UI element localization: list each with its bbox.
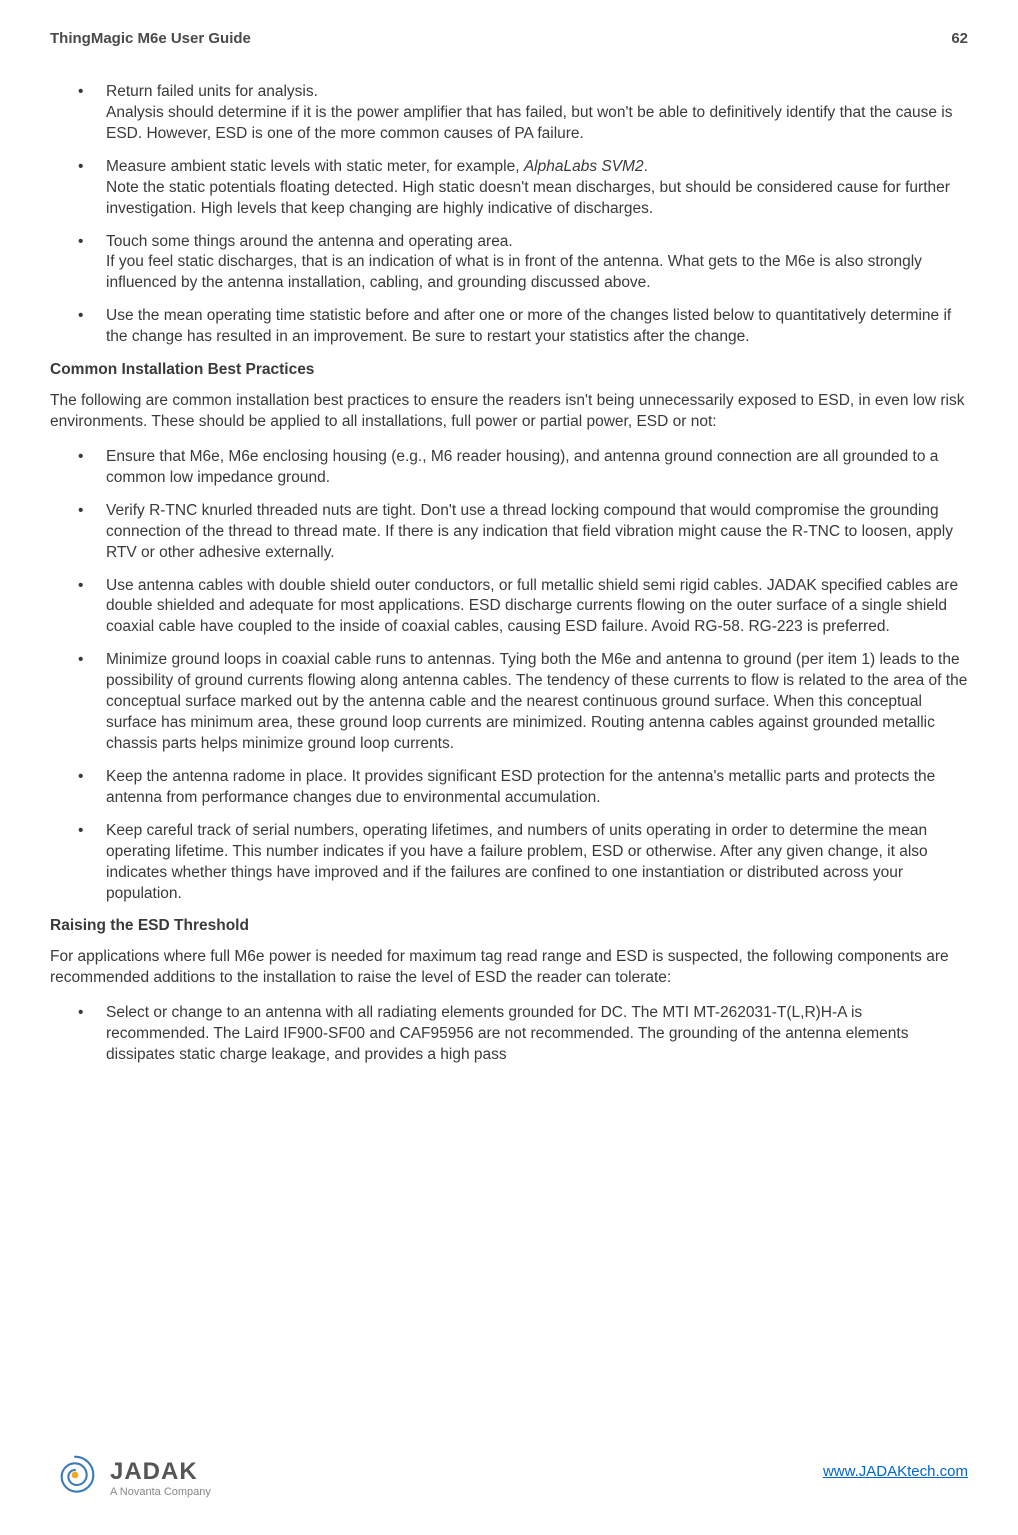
list-item: Use the mean operating time statistic be… [78, 306, 968, 348]
list-item: Minimize ground loops in coaxial cable r… [78, 650, 968, 755]
esd-threshold-intro: For applications where full M6e power is… [50, 947, 968, 989]
doc-title: ThingMagic M6e User Guide [50, 30, 251, 47]
list-item: Keep the antenna radome in place. It pro… [78, 767, 968, 809]
list-item: Ensure that M6e, M6e enclosing housing (… [78, 447, 968, 489]
item-body: If you feel static discharges, that is a… [106, 253, 922, 291]
item-body: Use the mean operating time statistic be… [106, 307, 951, 345]
item-body: Note the static potentials floating dete… [106, 179, 950, 217]
list-item: Verify R-TNC knurled threaded nuts are t… [78, 501, 968, 564]
footer-link[interactable]: www.JADAKtech.com [823, 1463, 968, 1505]
list-item: Measure ambient static levels with stati… [78, 157, 968, 220]
logo-block: JADAK A Novanta Company [50, 1450, 211, 1505]
best-practices-heading: Common Installation Best Practices [50, 360, 968, 381]
esd-threshold-heading: Raising the ESD Threshold [50, 916, 968, 937]
list-item: Touch some things around the antenna and… [78, 232, 968, 295]
list-item: Select or change to an antenna with all … [78, 1003, 968, 1066]
best-practices-list: Ensure that M6e, M6e enclosing housing (… [50, 447, 968, 905]
page-footer: JADAK A Novanta Company www.JADAKtech.co… [50, 1450, 968, 1505]
logo-tagline: A Novanta Company [110, 1486, 211, 1498]
item-title-pre: Measure ambient static levels with stati… [106, 158, 524, 175]
diagnostics-list: Return failed units for analysis. Analys… [50, 82, 968, 348]
list-item: Return failed units for analysis. Analys… [78, 82, 968, 145]
jadak-logo-icon [50, 1450, 100, 1505]
best-practices-intro: The following are common installation be… [50, 391, 968, 433]
item-title-post: . [644, 158, 648, 175]
logo-text-block: JADAK A Novanta Company [110, 1458, 211, 1498]
page-content: Return failed units for analysis. Analys… [50, 82, 968, 1066]
logo-name: JADAK [110, 1458, 211, 1486]
item-title: Return failed units for analysis. [106, 83, 318, 100]
list-item: Keep careful track of serial numbers, op… [78, 821, 968, 905]
item-title: Touch some things around the antenna and… [106, 233, 513, 250]
esd-threshold-list: Select or change to an antenna with all … [50, 1003, 968, 1066]
item-body: Analysis should determine if it is the p… [106, 104, 952, 142]
page-number: 62 [951, 30, 968, 47]
list-item: Use antenna cables with double shield ou… [78, 576, 968, 639]
page-header: ThingMagic M6e User Guide 62 [50, 30, 968, 47]
item-title-italic: AlphaLabs SVM2 [524, 158, 644, 175]
